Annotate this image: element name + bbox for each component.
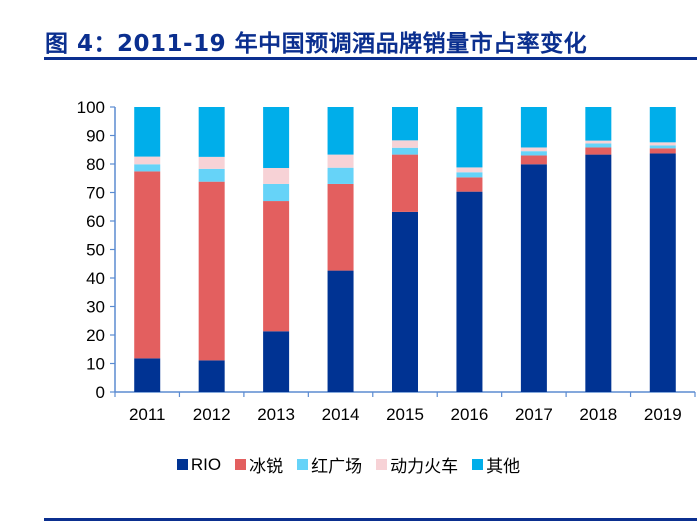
legend-label: RIO	[190, 454, 222, 474]
bar-segment-2012-动力火车	[198, 156, 225, 169]
bar-segment-2018-冰锐	[585, 147, 612, 155]
legend-swatch	[297, 459, 309, 470]
legend-item: RIO	[176, 452, 222, 477]
bar-segment-2016-其他	[456, 107, 483, 168]
bar-segment-2016-RIO	[456, 191, 483, 392]
x-tick-label: 2019	[644, 405, 682, 424]
bar-segment-2013-其他	[263, 107, 290, 168]
bar-segment-2012-其他	[198, 107, 225, 157]
y-tick-label: 10	[86, 355, 105, 374]
bar-segment-2015-RIO	[392, 211, 418, 392]
y-tick-label: 30	[86, 298, 105, 317]
bar-segment-2019-RIO	[649, 153, 676, 392]
x-tick-label: 2014	[322, 405, 360, 424]
y-tick-label: 70	[86, 184, 105, 203]
x-tick-label: 2015	[386, 405, 424, 424]
x-tick-label: 2013	[257, 405, 295, 424]
bar-segment-2015-动力火车	[392, 140, 418, 148]
bar-segment-2018-红广场	[585, 143, 612, 148]
bar-segment-2016-红广场	[456, 172, 483, 178]
legend-label: 冰锐	[249, 457, 284, 476]
y-tick-label: 90	[86, 127, 105, 146]
legend-label: 红广场	[311, 457, 363, 476]
bar-segment-2017-动力火车	[520, 147, 547, 152]
bar-segment-2013-红广场	[263, 183, 290, 202]
bar-segment-2012-红广场	[198, 168, 225, 182]
y-tick-label: 100	[77, 98, 105, 117]
legend-item: 红广场	[297, 452, 362, 477]
x-tick-label: 2017	[515, 405, 553, 424]
legend-swatch	[472, 459, 484, 470]
bar-segment-2017-红广场	[520, 151, 547, 156]
bar-segment-2017-RIO	[520, 164, 547, 392]
bar-segment-2012-RIO	[198, 360, 225, 392]
bar-segment-2014-RIO	[327, 270, 354, 392]
y-tick-label: 20	[86, 326, 105, 345]
x-tick-label: 2011	[129, 405, 166, 424]
title-rule	[44, 57, 697, 60]
bar-segment-2016-冰锐	[456, 177, 483, 192]
bar-segment-2014-其他	[327, 107, 354, 155]
bar-segment-2011-冰锐	[134, 171, 161, 359]
bar-segment-2011-动力火车	[134, 156, 161, 165]
bar-segment-2018-其他	[585, 107, 612, 141]
bar-segment-2012-冰锐	[198, 181, 225, 361]
chart-title: 图 4：2011-19 年中国预调酒品牌销量市占率变化	[45, 31, 588, 57]
legend-item: 冰锐	[235, 452, 283, 477]
bar-segment-2011-RIO	[134, 358, 161, 392]
legend-label: 其他	[486, 457, 521, 476]
bar-segment-2011-红广场	[134, 164, 161, 172]
bar-segment-2019-冰锐	[649, 148, 676, 154]
bar-segment-2013-RIO	[263, 331, 290, 392]
y-tick-label: 80	[86, 155, 105, 174]
x-tick-label: 2016	[451, 405, 489, 424]
bar-segment-2013-冰锐	[263, 201, 290, 332]
x-tick-label: 2018	[579, 405, 617, 424]
bar-segment-2018-动力火车	[585, 140, 612, 144]
legend-label: 动力火车	[390, 457, 459, 476]
bar-segment-2014-动力火车	[327, 154, 354, 168]
legend-item: 动力火车	[376, 452, 458, 477]
legend: RIO 冰锐 红广场 动力火车 其他	[0, 452, 697, 477]
bar-segment-2018-RIO	[585, 154, 612, 392]
legend-swatch	[176, 459, 188, 470]
bar-segment-2013-动力火车	[263, 167, 290, 184]
bar-segment-2016-动力火车	[456, 167, 483, 173]
bar-segment-2015-红广场	[392, 147, 418, 155]
legend-item: 其他	[472, 452, 520, 477]
bar-segment-2015-冰锐	[392, 154, 418, 212]
bottom-rule	[44, 518, 697, 521]
bar-segment-2017-冰锐	[520, 155, 547, 165]
bar-segment-2014-冰锐	[327, 183, 354, 271]
y-tick-label: 0	[96, 383, 105, 402]
bar-segment-2019-红广场	[649, 145, 676, 149]
bar-segment-2011-其他	[134, 107, 161, 157]
legend-swatch	[235, 459, 247, 470]
legend-swatch	[376, 459, 388, 470]
bar-segment-2019-其他	[649, 107, 676, 143]
y-tick-label: 40	[86, 269, 105, 288]
bar-segment-2014-红广场	[327, 167, 354, 184]
y-tick-label: 60	[86, 212, 105, 231]
bar-segment-2015-其他	[392, 107, 418, 141]
x-tick-label: 2012	[193, 405, 231, 424]
bar-segment-2019-动力火车	[649, 142, 676, 146]
y-tick-label: 50	[86, 241, 105, 260]
bar-segment-2017-其他	[520, 107, 547, 148]
